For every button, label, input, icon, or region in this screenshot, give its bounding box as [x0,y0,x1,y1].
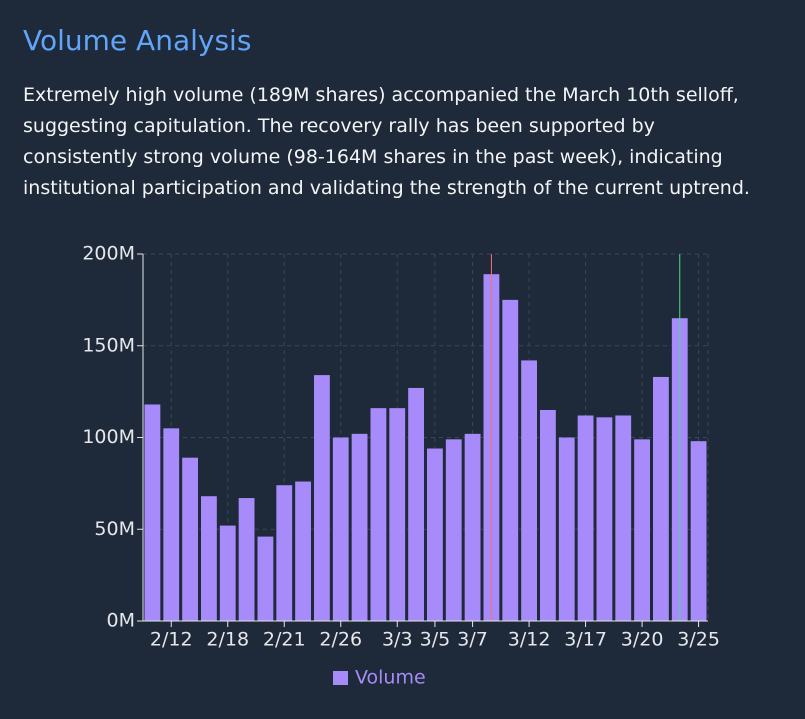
y-tick-label: 100M [82,426,135,448]
bar [295,481,311,621]
legend-swatch [333,671,348,685]
bar [219,525,236,621]
bar [370,408,387,621]
bar [238,498,255,621]
bar [182,457,198,621]
bar [257,536,274,621]
bar [577,415,594,621]
bar [144,404,161,621]
section-title: Volume Analysis [23,24,252,57]
bar [389,408,406,621]
y-tick-label: 150M [82,334,135,356]
x-tick-label: 3/20 [621,629,664,651]
bar [615,415,632,621]
bar [502,299,519,621]
bar [351,433,368,621]
description: Extremely high volume (189M shares) acco… [23,84,750,199]
bar [427,448,443,621]
legend-label: Volume [355,667,426,689]
x-tick-label: 3/3 [382,629,413,651]
bar [540,409,556,621]
x-tick-label: 2/21 [263,629,306,651]
bar [521,360,537,621]
x-tick-label: 3/5 [420,629,451,651]
y-tick-label: 0M [107,610,135,632]
x-tick-label: 2/26 [319,629,362,651]
x-tick-label: 3/7 [457,629,488,651]
y-tick-label: 200M [82,243,135,265]
x-tick-label: 2/18 [206,629,249,651]
bar [596,417,613,621]
bar [690,441,707,621]
bar [201,496,217,621]
bar [653,376,669,621]
bar [332,437,349,621]
x-tick-label: 2/12 [150,629,193,651]
bar [634,439,650,621]
x-tick-label: 3/12 [508,629,551,651]
bar [163,428,180,621]
x-tick-label: 3/25 [677,629,720,651]
bar [408,387,424,621]
bar [558,437,575,621]
y-tick-label: 50M [94,518,135,540]
x-tick-label: 3/17 [564,629,607,651]
bar [276,485,293,621]
bar [445,439,462,621]
bar [464,433,481,621]
bar [314,375,330,621]
